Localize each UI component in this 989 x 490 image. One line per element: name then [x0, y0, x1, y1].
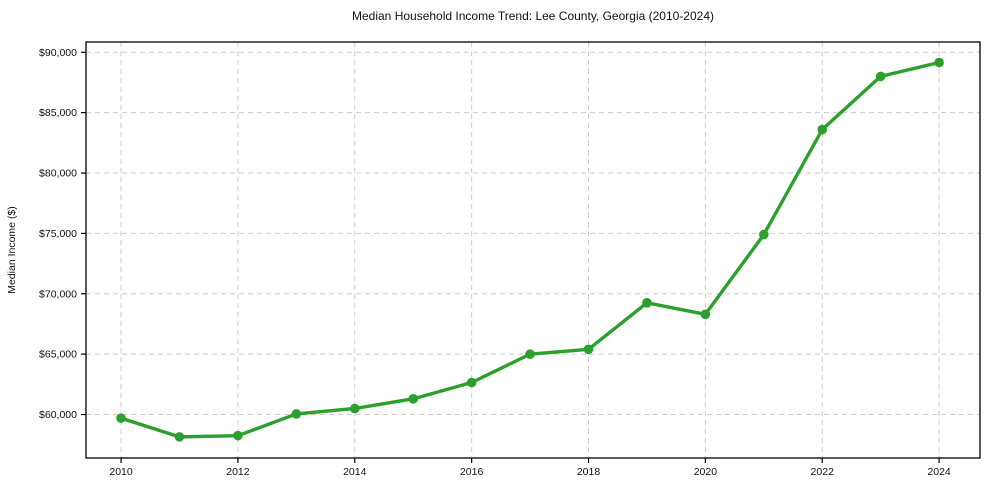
axes-border	[85, 41, 981, 459]
data-point	[642, 298, 652, 308]
chart-title: Median Household Income Trend: Lee Count…	[352, 9, 714, 23]
y-tick-label: $90,000	[39, 47, 77, 59]
data-point	[291, 409, 302, 419]
x-tick-label: 2020	[694, 466, 718, 478]
data-point	[525, 349, 535, 359]
data-point	[349, 403, 360, 414]
x-tick-label: 2012	[226, 466, 250, 478]
y-axis-label: Median Income ($)	[6, 206, 18, 294]
data-point	[934, 57, 944, 68]
x-tick-label: 2018	[577, 466, 601, 478]
x-tick-label: 2010	[109, 466, 133, 478]
y-tick-label: $60,000	[39, 409, 77, 421]
data-point	[174, 432, 185, 442]
data-point	[583, 344, 594, 355]
data-point	[408, 394, 419, 404]
data-point	[116, 413, 126, 423]
y-tick-label: $85,000	[39, 107, 77, 119]
data-point	[700, 309, 711, 320]
data-point	[233, 430, 243, 441]
y-tick-label: $65,000	[39, 349, 77, 361]
data-point	[875, 71, 886, 82]
plot-area: $60,000 $65,000 $70,000 $75,000 $80,000 $85,0…	[39, 41, 981, 478]
trend-line	[119, 60, 941, 439]
x-tick-label: 2014	[343, 466, 367, 478]
y-tick-label: $70,000	[39, 288, 77, 300]
x-tick-label: 2022	[811, 466, 835, 478]
x-tick-label: 2016	[460, 466, 484, 478]
y-tick-label: $80,000	[39, 168, 77, 180]
x-tick-label: 2024	[927, 466, 951, 478]
data-point	[759, 229, 769, 240]
data-point	[466, 377, 477, 388]
y-tick-label: $75,000	[39, 228, 77, 240]
data-point	[817, 124, 828, 135]
